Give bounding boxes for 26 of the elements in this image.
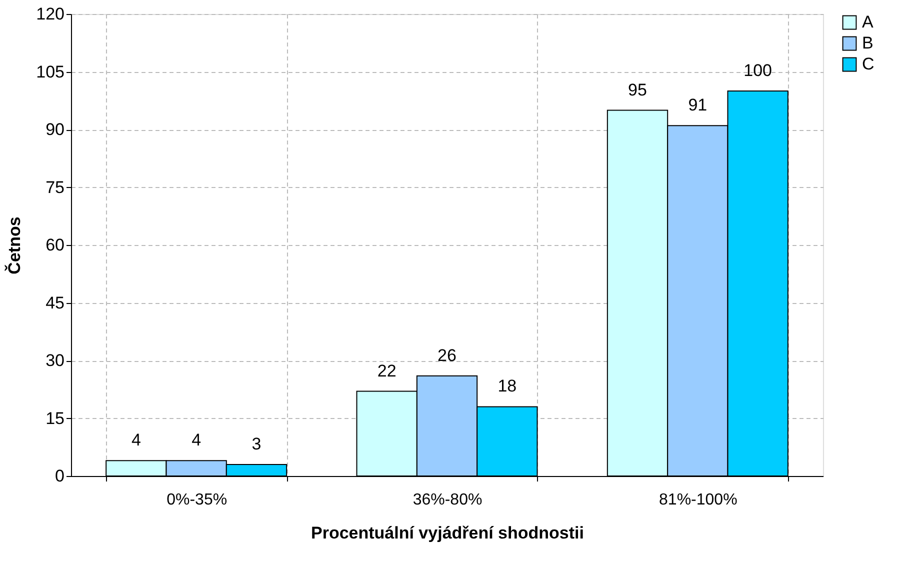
data-label: 18 bbox=[498, 376, 517, 396]
y-tick-label: 60 bbox=[46, 236, 64, 254]
x-axis-title: Procentuální vyjádření shodnostii bbox=[311, 524, 584, 542]
data-label: 100 bbox=[744, 61, 772, 80]
y-tick-label: 45 bbox=[46, 293, 64, 312]
data-label: 91 bbox=[688, 96, 708, 115]
y-tick-label: 15 bbox=[46, 408, 64, 428]
legend-label: A bbox=[862, 12, 874, 32]
data-label: 3 bbox=[252, 434, 262, 454]
y-tick-label: 90 bbox=[46, 120, 64, 139]
data-label: 26 bbox=[438, 346, 456, 365]
x-tick-label: 36%-80% bbox=[412, 492, 482, 508]
x-tick-label: 0%-35% bbox=[166, 492, 228, 508]
data-label: 22 bbox=[377, 361, 396, 380]
y-tick-label: 105 bbox=[36, 62, 64, 82]
y-tick-label: 0 bbox=[55, 466, 64, 486]
legend-label: C bbox=[862, 54, 874, 74]
y-axis-title: Četnos bbox=[4, 216, 24, 274]
data-label: 4 bbox=[192, 430, 202, 450]
y-tick-label: 30 bbox=[46, 351, 64, 370]
legend-label: B bbox=[862, 34, 874, 52]
data-label: 4 bbox=[131, 430, 141, 450]
y-tick-label: 75 bbox=[46, 178, 64, 197]
y-tick-label: 120 bbox=[36, 4, 64, 24]
data-label: 95 bbox=[628, 80, 647, 100]
x-tick-label: 81%-100% bbox=[659, 492, 738, 508]
